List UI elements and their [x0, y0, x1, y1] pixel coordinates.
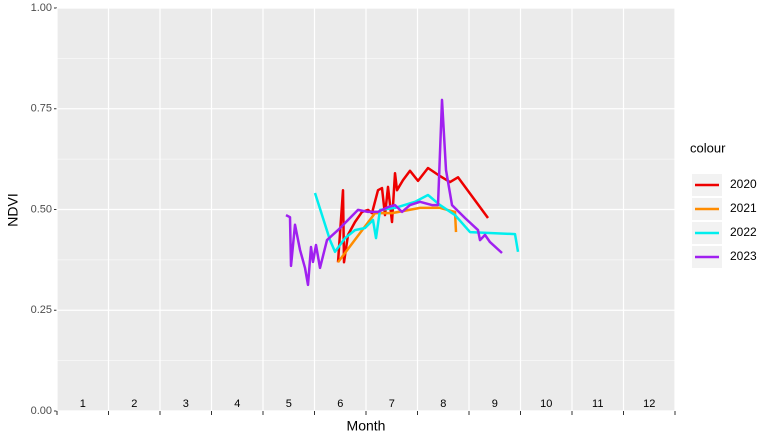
legend-label: 2021	[730, 201, 757, 215]
y-tick-label: 0.00	[31, 405, 52, 417]
month-label: 5	[286, 398, 292, 410]
month-label: 9	[492, 398, 498, 410]
month-label: 11	[592, 398, 603, 410]
legend-label: 2023	[730, 249, 757, 263]
y-axis-title: NDVI	[5, 193, 21, 226]
x-axis-title: Month	[347, 418, 386, 434]
month-label: 12	[643, 398, 655, 410]
month-label: 6	[337, 398, 343, 410]
month-label: 10	[540, 398, 552, 410]
series-line	[285, 98, 503, 287]
month-label: 3	[183, 398, 189, 410]
y-tick-label: 0.25	[31, 304, 52, 316]
month-label: 7	[389, 398, 395, 410]
month-label: 4	[234, 398, 240, 410]
month-label: 1	[80, 398, 86, 410]
y-tick-label: 0.50	[31, 203, 52, 215]
legend-label: 2020	[730, 177, 757, 191]
legend-label: 2022	[730, 225, 757, 239]
series-line	[336, 166, 490, 264]
month-label: 2	[131, 398, 137, 410]
y-tick-label: 0.75	[31, 103, 52, 115]
y-tick-label: 1.00	[31, 2, 52, 14]
legend-title: colour	[690, 140, 726, 155]
month-label: 8	[440, 398, 446, 410]
